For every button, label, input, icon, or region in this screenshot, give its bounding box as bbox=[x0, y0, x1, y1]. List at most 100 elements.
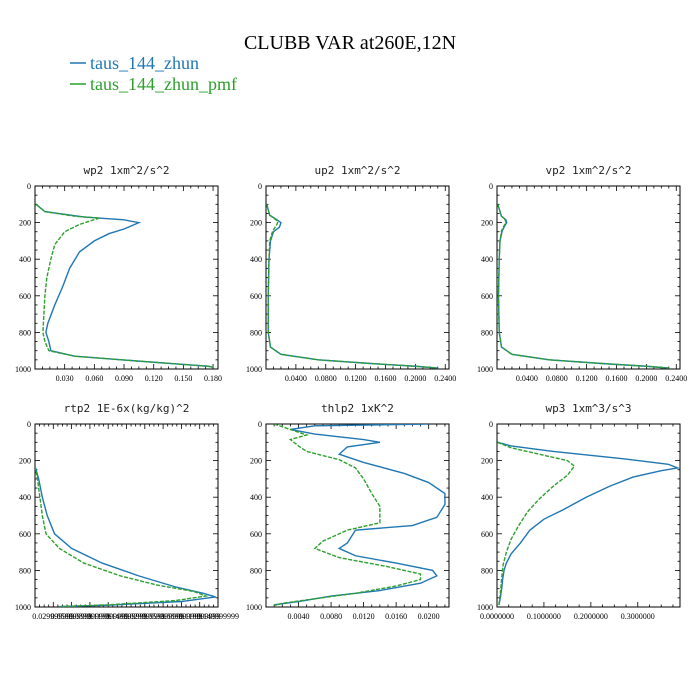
figure-title: CLUBB VAR at260E,12N bbox=[244, 32, 456, 54]
x-tick-label: 0.029999999 bbox=[124, 612, 166, 621]
plot-frame bbox=[265, 185, 450, 370]
x-tick-label: 0.090 bbox=[115, 374, 133, 383]
series-line-zhun-pmf bbox=[35, 465, 209, 607]
y-tick-label: 400 bbox=[481, 255, 493, 264]
y-tick-label: 0 bbox=[489, 182, 493, 191]
panel-title: thlp2 1xK^2 bbox=[321, 402, 394, 415]
panel-title: rtp2 1E-6x(kg/kg)^2 bbox=[64, 402, 190, 415]
panel-title: vp2 1xm^2/s^2 bbox=[545, 164, 631, 177]
y-tick-label: 0 bbox=[27, 420, 31, 429]
x-tick-label: 0.0000000 bbox=[480, 612, 514, 621]
y-tick-label: 600 bbox=[19, 292, 31, 301]
y-tick-label: 800 bbox=[481, 566, 493, 575]
panel-3: vp2 1xm^2/s^2 0 200 400 600 800 1000 0.0400 0.08… bbox=[477, 164, 687, 383]
x-tick-label: 0.029999999 bbox=[32, 612, 74, 621]
x-tick-label: 0.059999999 bbox=[142, 612, 184, 621]
y-tick-label: 800 bbox=[250, 328, 262, 337]
x-tick-label: 0.2000 bbox=[635, 374, 657, 383]
plot-frame bbox=[265, 423, 450, 608]
y-tick-label: 400 bbox=[19, 493, 31, 502]
series-line-zhun bbox=[497, 441, 680, 606]
y-tick-label: 0 bbox=[258, 420, 262, 429]
y-tick-label: 600 bbox=[250, 292, 262, 301]
x-tick-label: 0.2400 bbox=[434, 374, 456, 383]
y-tick-label: 1000 bbox=[477, 603, 493, 612]
y-tick-label: 600 bbox=[250, 530, 262, 539]
y-tick-label: 200 bbox=[481, 219, 493, 228]
series-line-zhun bbox=[274, 424, 446, 606]
x-tick-label: 0.120 bbox=[145, 374, 163, 383]
plot-frame bbox=[496, 185, 681, 370]
series-line-zhun-pmf bbox=[497, 441, 576, 606]
y-tick-label: 800 bbox=[481, 328, 493, 337]
x-tick-label: 0.180 bbox=[204, 374, 222, 383]
y-tick-label: 600 bbox=[19, 530, 31, 539]
series-line-zhun bbox=[497, 204, 669, 369]
y-tick-label: 400 bbox=[250, 493, 262, 502]
y-tick-label: 0 bbox=[489, 420, 493, 429]
x-tick-label: 0.0040 bbox=[288, 612, 310, 621]
x-tick-label: 0.0800 bbox=[315, 374, 337, 383]
series-line-zhun-pmf bbox=[266, 204, 438, 369]
y-tick-label: 0 bbox=[27, 182, 31, 191]
x-tick-label: 0.0400 bbox=[285, 374, 307, 383]
x-tick-label: 0.0120 bbox=[353, 612, 375, 621]
x-tick-label: 0.2000 bbox=[404, 374, 426, 383]
x-tick-label: 0.089999999 bbox=[160, 612, 202, 621]
x-tick-label: 0.059999999 bbox=[51, 612, 93, 621]
x-tick-label: 0.1000000 bbox=[527, 612, 561, 621]
series-line-zhun bbox=[266, 204, 438, 369]
panel-5: thlp2 1xK^2 0 200 400 600 800 1000 0.0040 0.0080… bbox=[246, 402, 450, 621]
legend: taus_144_zhun taus_144_zhun_pmf bbox=[70, 53, 237, 94]
x-tick-label: 0.0160 bbox=[385, 612, 407, 621]
y-tick-label: 800 bbox=[250, 566, 262, 575]
x-tick-label: 0.030 bbox=[56, 374, 74, 383]
series-line-zhun bbox=[35, 465, 216, 607]
y-tick-label: 1000 bbox=[15, 603, 31, 612]
y-tick-label: 200 bbox=[250, 219, 262, 228]
y-tick-label: 1000 bbox=[246, 603, 262, 612]
panels: wp2 1xm^2/s^2 0 200 400 600 800 1000 0.030 0.060… bbox=[15, 164, 687, 621]
x-tick-label: 0.3000000 bbox=[621, 612, 655, 621]
y-tick-label: 0 bbox=[258, 182, 262, 191]
series-line-zhun-pmf bbox=[35, 203, 214, 368]
y-tick-label: 600 bbox=[481, 292, 493, 301]
panel-6: wp3 1xm^3/s^3 0 200 400 600 800 10000.0000000 0… bbox=[477, 402, 681, 621]
x-tick-label: 0.0400 bbox=[516, 374, 538, 383]
y-tick-label: 200 bbox=[250, 457, 262, 466]
series-line-zhun bbox=[35, 203, 214, 368]
y-tick-label: 1000 bbox=[15, 365, 31, 374]
legend-label-zhun-pmf: taus_144_zhun_pmf bbox=[90, 74, 237, 94]
y-tick-label: 400 bbox=[250, 255, 262, 264]
x-tick-label: 0.0800 bbox=[546, 374, 568, 383]
x-tick-label: 0.150 bbox=[174, 374, 192, 383]
y-tick-label: 400 bbox=[481, 493, 493, 502]
y-tick-label: 1000 bbox=[477, 365, 493, 374]
x-tick-label: 0.149999999 bbox=[106, 612, 148, 621]
panel-title: wp2 1xm^2/s^2 bbox=[83, 164, 169, 177]
y-tick-label: 200 bbox=[19, 219, 31, 228]
x-tick-label: 0.1600 bbox=[606, 374, 628, 383]
x-tick-label: 0.2000000 bbox=[574, 612, 608, 621]
x-tick-label: 0.1600 bbox=[375, 374, 397, 383]
x-tick-label: 0.0200 bbox=[418, 612, 440, 621]
y-tick-label: 800 bbox=[19, 566, 31, 575]
series-line-zhun-pmf bbox=[273, 424, 422, 607]
panel-1: wp2 1xm^2/s^2 0 200 400 600 800 1000 0.030 0.060… bbox=[15, 164, 222, 383]
y-tick-label: 200 bbox=[481, 457, 493, 466]
x-tick-label: 0.0080 bbox=[320, 612, 342, 621]
y-tick-label: 200 bbox=[19, 457, 31, 466]
panel-title: up2 1xm^2/s^2 bbox=[314, 164, 400, 177]
x-tick-label: 0.1200 bbox=[345, 374, 367, 383]
panel-title: wp3 1xm^3/s^3 bbox=[545, 402, 631, 415]
y-tick-label: 1000 bbox=[246, 365, 262, 374]
x-tick-label: 0.2400 bbox=[665, 374, 687, 383]
x-tick-label: 0.119999999 bbox=[87, 612, 129, 621]
panel-4: rtp2 1E-6x(kg/kg)^2020040060080010000.02… bbox=[15, 402, 239, 621]
legend-label-zhun: taus_144_zhun bbox=[90, 53, 199, 73]
plot-frame bbox=[34, 423, 219, 608]
x-tick-label: 0.149999999 bbox=[197, 612, 239, 621]
x-tick-label: 0.1200 bbox=[576, 374, 598, 383]
y-tick-label: 400 bbox=[19, 255, 31, 264]
